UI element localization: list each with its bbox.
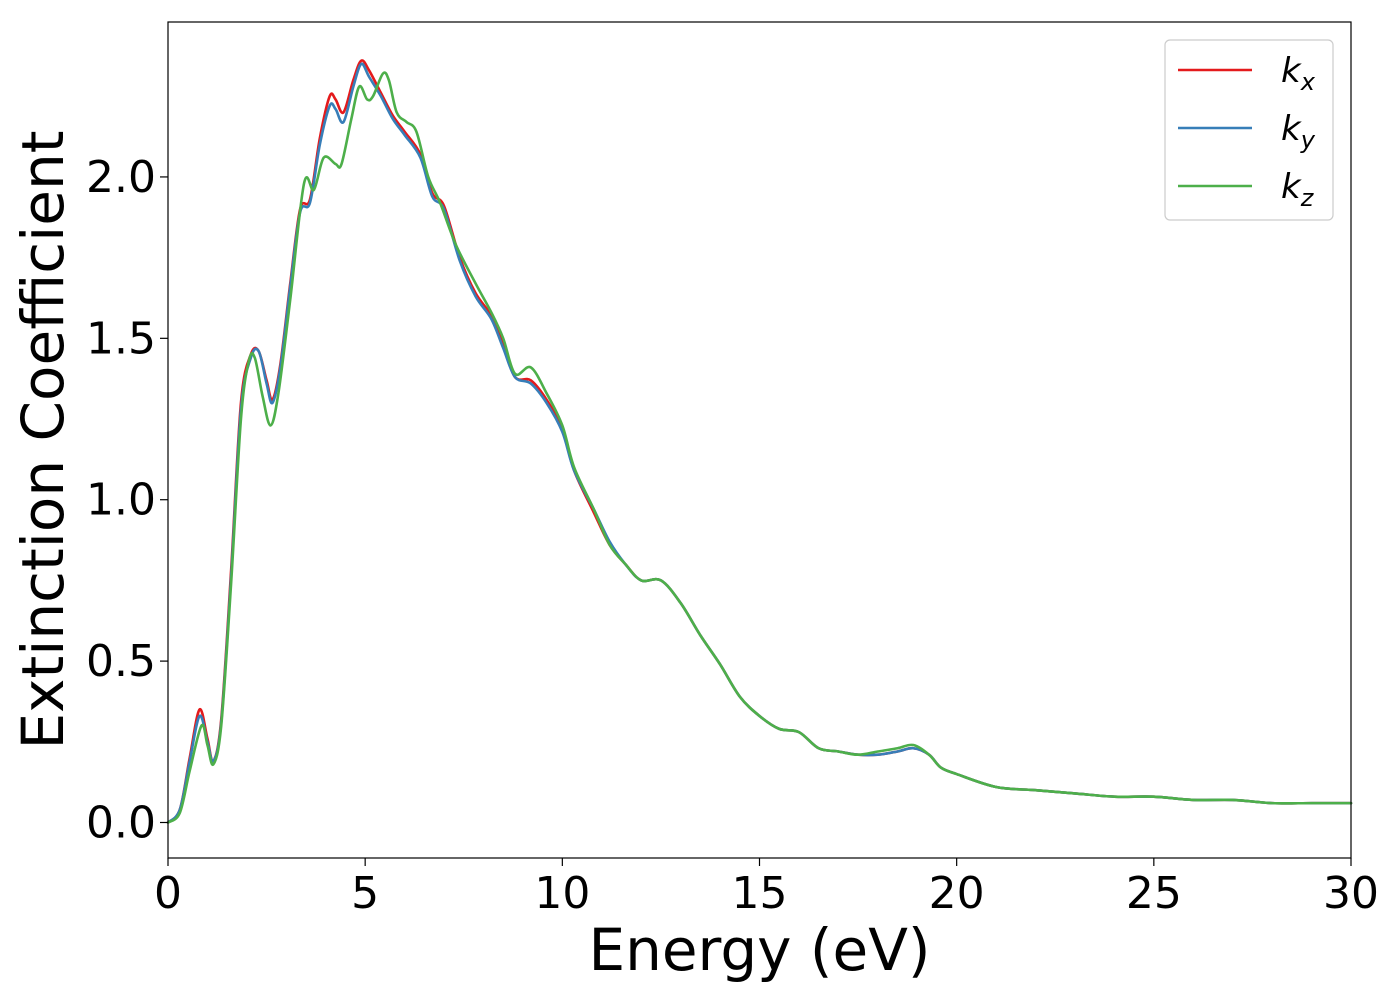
legend-label-kx: kx [1281,51,1316,96]
legend-label-ky: ky [1281,109,1316,154]
legend-label-kz: kz [1281,167,1315,212]
y-axis: 0.0 0.5 1.0 1.5 2.0 [86,152,168,848]
legend: kx ky kz [1164,39,1334,221]
x-axis-label: Energy (eV) [588,916,930,984]
y-tick-label: 2.0 [86,152,156,203]
y-tick-label: 0.5 [86,636,156,687]
x-tick-label: 10 [534,868,590,919]
x-tick-label: 0 [154,868,182,919]
plot-background [168,22,1351,858]
x-tick-label: 5 [351,868,379,919]
y-tick-label: 1.5 [86,313,156,364]
legend-box [1164,39,1334,221]
x-tick-label: 20 [929,868,985,919]
y-tick-label: 1.0 [86,475,156,526]
x-tick-label: 15 [732,868,788,919]
series-line-kz [166,71,1353,824]
x-axis: 0 5 10 15 20 25 30 [154,858,1379,919]
series-layer [166,59,1353,824]
x-tick-label: 25 [1126,868,1182,919]
x-tick-label: 30 [1323,868,1379,919]
y-tick-label: 0.0 [86,797,156,848]
y-axis-label: Extinction Coefficient [9,131,77,750]
